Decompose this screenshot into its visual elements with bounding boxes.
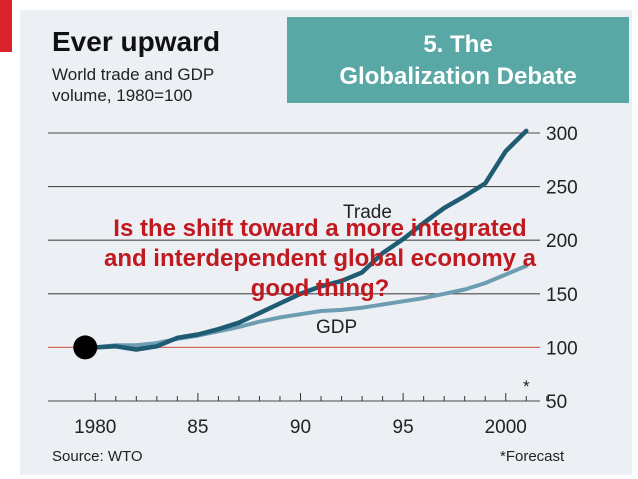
question-line-2: and interdependent global economy a: [103, 245, 537, 272]
x-tick-label: 85: [187, 417, 208, 438]
subtitle-line-1: World trade and GDP: [52, 65, 215, 84]
forecast-marker: *: [523, 377, 530, 396]
accent-bar: [0, 0, 12, 52]
question-line-1: Is the shift toward a more integrated: [113, 215, 527, 242]
x-tick-label: 1980: [74, 417, 116, 438]
x-tick-label: 95: [393, 417, 414, 438]
x-tick-label: 90: [290, 417, 311, 438]
subtitle-line-2: volume, 1980=100: [52, 86, 193, 105]
discussion-question: Is the shift toward a more integrated an…: [10, 214, 630, 304]
chart-subtitle: World trade and GDP volume, 1980=100: [52, 64, 282, 106]
y-tick-label: 250: [546, 178, 578, 199]
source-note: Source: WTO: [52, 448, 143, 465]
y-tick-label: 300: [546, 124, 578, 145]
y-tick-label: 50: [546, 392, 567, 413]
question-line-3: good thing?: [250, 275, 390, 302]
section-heading-box: 5. The Globalization Debate: [287, 17, 629, 103]
series-label-gdp: GDP: [316, 317, 357, 338]
section-heading-line-2: Globalization Debate: [339, 63, 577, 90]
x-tick-label: 2000: [485, 417, 527, 438]
y-tick-label: 100: [546, 338, 578, 359]
forecast-note: *Forecast: [500, 448, 565, 465]
y-tick-label: 200: [546, 231, 578, 252]
section-heading-line-1: 5. The: [423, 31, 493, 58]
y-tick-label: 150: [546, 285, 578, 306]
start-marker: [73, 335, 98, 360]
series-label-trade: Trade: [343, 202, 392, 223]
chart-title: Ever upward: [52, 26, 221, 57]
trade-line: [93, 128, 529, 352]
